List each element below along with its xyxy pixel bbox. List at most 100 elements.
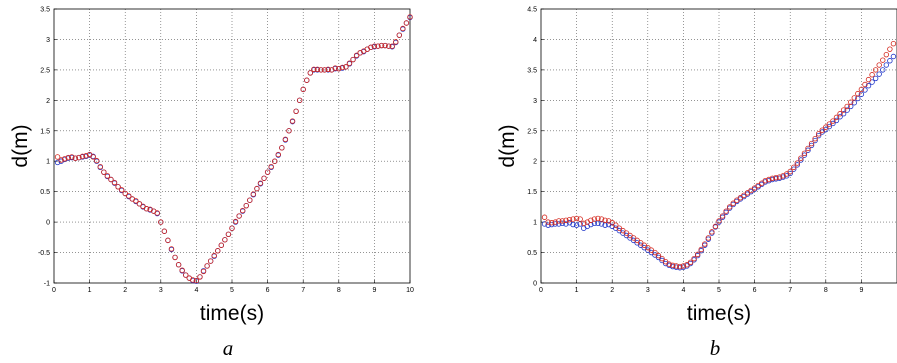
chart-b-series2-point <box>662 258 669 265</box>
chart-a-series2-point <box>158 219 164 225</box>
chart-b-series1-point <box>648 249 655 256</box>
chart-a-series2-point <box>72 155 79 161</box>
chart-b-series1-point <box>559 220 566 227</box>
chart-b-series2-point <box>762 178 768 184</box>
chart-a-series2-point <box>90 154 96 160</box>
chart-b-series2-point <box>776 174 783 180</box>
chart-a-series2-point <box>115 184 121 190</box>
chart-b-series1-point <box>823 126 829 133</box>
chart-b-series1-point <box>805 147 811 153</box>
chart-b-series2-point <box>709 229 715 235</box>
chart-b-series2-point <box>577 216 583 222</box>
chart-a-series2-point <box>304 77 310 83</box>
chart-a-xtick-label: 10 <box>406 287 414 294</box>
chart-b-series2-point <box>694 251 701 258</box>
chart-b-series1-point <box>545 222 551 228</box>
chart-b-series2-point <box>808 140 815 147</box>
chart-b-series2-point <box>741 192 747 199</box>
chart-b-series2-point <box>748 187 754 194</box>
chart-b-series2-point <box>815 131 822 137</box>
chart-b-series1-point <box>552 221 558 227</box>
chart-a-panel-label: a <box>223 336 234 360</box>
chart-b-ytick-label: 0.5 <box>527 250 537 257</box>
chart-b-series2-point <box>865 76 872 83</box>
chart-b-series2-point <box>655 252 662 259</box>
chart-a-series2-point <box>136 201 143 207</box>
chart-a-xtick-label: 7 <box>301 287 305 294</box>
chart-a-series2-point <box>193 277 200 284</box>
chart-a-series2-point <box>61 156 68 162</box>
chart-b-series2-point <box>637 240 644 246</box>
chart-a-series2-point <box>375 43 381 49</box>
chart-b-series1-point <box>573 222 580 228</box>
chart-b-series1-point <box>791 166 797 172</box>
chart-b-ytick-label: 1 <box>533 220 537 227</box>
chart-b-series2-point <box>609 220 615 226</box>
chart-a-series2-point <box>200 268 207 275</box>
chart-a-series2-point <box>54 154 61 160</box>
chart-a-series2-point <box>215 248 221 254</box>
chart-b-series2-point <box>858 86 865 93</box>
chart-b-series2-point <box>801 150 808 157</box>
chart-b-series2-point <box>666 261 672 267</box>
chart-a-series2-point <box>165 237 171 244</box>
chart-b-series1-point <box>634 240 640 246</box>
chart-a-series2-point <box>204 263 210 269</box>
chart-b-series2-point <box>766 176 772 183</box>
chart-b-xtick-label: 0 <box>539 287 543 294</box>
chart-b-series2-point <box>648 247 655 253</box>
chart-b-series2-point <box>702 241 708 247</box>
chart-b-xtick-label: 7 <box>788 287 792 294</box>
chart-a-ytick-label: -1 <box>44 281 50 288</box>
chart-a-ytick-label: -0.5 <box>38 250 50 257</box>
chart-a-ytick-label: 2.5 <box>40 67 50 74</box>
chart-b-series2-point <box>613 222 619 228</box>
chart-a-series2-point <box>79 153 86 160</box>
chart-b-series2-point <box>840 107 847 113</box>
chart-a-series2-point <box>346 60 353 66</box>
chart-b-series2-point <box>716 218 722 224</box>
chart-a-series2-point <box>111 179 118 186</box>
chart-b-series2-point <box>848 99 854 105</box>
chart-b-frame <box>540 8 897 284</box>
chart-b-series1-point <box>887 58 893 64</box>
chart-a-series2-point <box>190 277 196 283</box>
chart-b-series1-point <box>627 235 633 241</box>
chart-a-series2-point <box>378 42 385 49</box>
chart-a-series2-point <box>403 20 410 26</box>
chart-a-series2-point <box>314 66 321 72</box>
chart-b-series1-point <box>613 225 619 231</box>
chart-b-series1-point <box>659 257 665 264</box>
chart-b-series2-point <box>890 41 897 47</box>
chart-a-series2-point <box>250 191 257 197</box>
chart-a-series2-point <box>69 154 75 160</box>
chart-a-series2-point <box>76 154 82 161</box>
chart-b-series2-point <box>730 200 736 206</box>
chart-a-series2-point <box>97 164 103 170</box>
chart-b-series2-point <box>556 218 562 224</box>
chart-a-series2-point <box>307 70 314 76</box>
chart-b-series2-point <box>787 168 793 175</box>
chart-b-ytick-label: 2.5 <box>527 128 537 135</box>
chart-a-series2-point <box>293 108 299 114</box>
chart-b-series2-point <box>623 230 630 236</box>
chart-b-ytick-label: 3 <box>533 98 537 105</box>
chart-a-ytick-label: 1 <box>46 159 50 166</box>
chart-a-series2-point <box>118 187 125 193</box>
chart-b-series2-point <box>734 197 740 203</box>
chart-a-series2-point <box>400 25 406 32</box>
chart-b-series1-point <box>844 107 850 113</box>
chart-b-xtick-label: 1 <box>575 287 579 294</box>
chart-b-series2-point <box>794 160 801 166</box>
chart-b-series1-point <box>798 157 804 163</box>
chart-b-series2-point <box>851 95 857 101</box>
chart-b-series1-point <box>890 53 897 60</box>
chart-a-series2-point <box>236 213 242 219</box>
chart-b-series2-point <box>726 204 733 210</box>
chart-b-series2-point <box>883 51 890 58</box>
chart-b-xtick-label: 2 <box>610 287 614 294</box>
chart-a-xtick-label: 1 <box>88 287 92 294</box>
chart-b-ytick-label: 0 <box>533 281 537 288</box>
chart-a-series2-point <box>371 43 378 49</box>
